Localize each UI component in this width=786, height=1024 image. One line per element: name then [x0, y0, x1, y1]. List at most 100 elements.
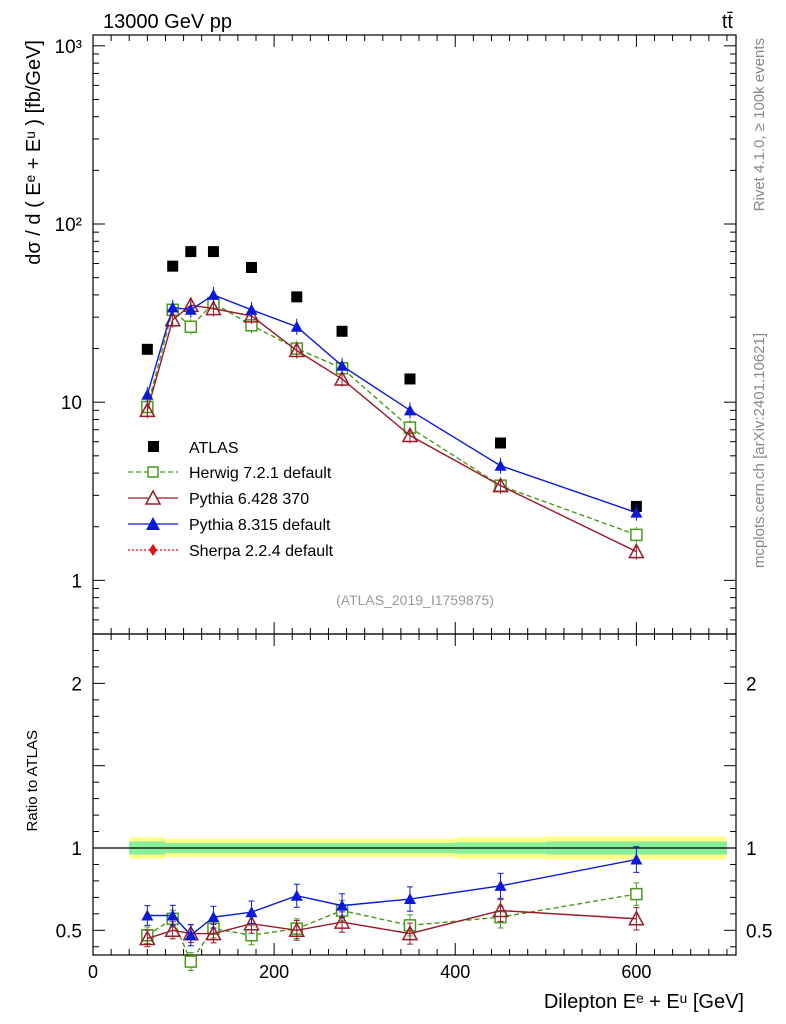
- main-series-layer: [139, 246, 645, 560]
- ratio-y-tick-label-right: 0.5: [746, 921, 772, 942]
- ratio-point-pythia8: [336, 899, 349, 911]
- ratio-point-pythia6: [401, 925, 419, 941]
- x-tick-label: 400: [440, 962, 470, 982]
- legend: ATLAS Herwig 7.2.1 default Pythia 6.428 …: [128, 440, 334, 560]
- rivet-label: Rivet 4.1.0, ≥ 100k events: [751, 38, 768, 211]
- main-point-pythia8: [184, 303, 197, 315]
- main-y-tick-label: 10²: [55, 215, 82, 236]
- main-point-pythia8: [630, 506, 643, 518]
- ratio-y-tick-label: 1: [71, 839, 82, 860]
- ratio-series-layer: [139, 846, 645, 971]
- ratio-point-pythia8: [184, 929, 197, 941]
- main-point-pythia6: [243, 307, 260, 323]
- main-y-axis-title: dσ / d ( Eᵉ + Eᵘ ) [fb/GeV]: [23, 40, 45, 265]
- ratio-line-herwig: [146, 893, 637, 964]
- main-point-atlas: [291, 291, 303, 303]
- legend-marker-sherpa: [149, 544, 157, 556]
- main-point-pythia8: [494, 459, 507, 471]
- main-point-pythia8: [207, 288, 220, 300]
- ratio-point-pythia8: [290, 889, 303, 901]
- ratio-point-pythia6: [139, 929, 156, 946]
- ratio-point-pythia6: [205, 925, 222, 941]
- main-line-herwig: [146, 302, 637, 536]
- ratio-y-tick-label-right: 1: [746, 839, 757, 860]
- ratio-point-pythia6: [492, 901, 509, 918]
- main-point-atlas: [495, 437, 507, 449]
- ratio-point-pythia8: [166, 909, 179, 921]
- ratio-uncertainty-band: [93, 836, 736, 860]
- ratio-plot-frame: [92, 633, 737, 956]
- legend-item-atlas: ATLAS: [148, 440, 239, 457]
- main-point-atlas: [167, 260, 179, 272]
- legend-marker-herwig: [147, 466, 159, 478]
- ratio-y-tick-label: 2: [71, 674, 82, 695]
- ratio-point-pythia8: [403, 893, 416, 905]
- main-point-herwig: [630, 528, 643, 542]
- header-energy: 13000 GeV pp: [103, 11, 232, 33]
- legend-marker-atlas: [148, 441, 159, 452]
- main-point-atlas: [404, 373, 416, 385]
- legend-label-pythia6: Pythia 6.428 370: [189, 491, 309, 508]
- main-point-pythia6: [288, 341, 306, 358]
- main-point-pythia6: [492, 477, 509, 493]
- mcplots-label: mcplots.cern.ch [arXiv:2401.10621]: [751, 333, 768, 568]
- main-point-pythia8: [290, 320, 303, 332]
- x-axis-title: Dilepton Eᵉ + Eᵘ [GeV]: [544, 991, 744, 1013]
- legend-label-pythia8: Pythia 8.315 default: [189, 517, 331, 534]
- legend-label-herwig: Herwig 7.2.1 default: [189, 465, 332, 482]
- legend-item-pythia8: Pythia 8.315 default: [128, 517, 331, 534]
- main-point-atlas: [245, 261, 257, 273]
- x-tick-label: 200: [259, 962, 289, 982]
- ratio-point-pythia8: [494, 879, 507, 891]
- tick-labels: 0 200 400 600 1 10 10² 10³ 0.5 0.5 1 1 2 2: [55, 37, 773, 982]
- main-point-pythia8: [141, 388, 154, 400]
- ratio-point-pythia8: [245, 906, 258, 918]
- main-point-herwig: [184, 320, 198, 334]
- main-y-tick-label: 10: [61, 393, 82, 414]
- analysis-id-label: (ATLAS_2019_I1759875): [336, 592, 494, 608]
- ratio-point-pythia6: [243, 915, 260, 931]
- ratio-y-axis-title: Ratio to ATLAS: [24, 730, 41, 831]
- main-point-pythia8: [403, 404, 416, 416]
- legend-marker-pythia8: [146, 517, 160, 530]
- main-point-atlas: [336, 325, 348, 337]
- legend-item-pythia6: Pythia 6.428 370: [128, 489, 309, 508]
- ratio-point-pythia6: [628, 910, 645, 926]
- x-tick-label: 0: [88, 962, 98, 982]
- legend-item-sherpa: Sherpa 2.2.4 default: [128, 543, 334, 560]
- main-point-pythia6: [333, 370, 351, 386]
- legend-item-herwig: Herwig 7.2.1 default: [128, 465, 332, 482]
- main-point-pythia8: [166, 301, 179, 313]
- main-point-pythia6: [628, 543, 645, 559]
- main-point-pythia6: [139, 401, 156, 418]
- main-y-tick-label: 1: [71, 571, 82, 592]
- main-point-pythia8: [336, 359, 349, 371]
- main-point-pythia6: [401, 426, 419, 443]
- ratio-point-herwig: [184, 955, 198, 968]
- ratio-point-pythia8: [141, 909, 154, 921]
- ratio-y-tick-label: 0.5: [56, 921, 82, 942]
- ratio-point-pythia8: [207, 911, 220, 923]
- legend-label-atlas: ATLAS: [189, 440, 239, 457]
- main-y-tick-label: 10³: [55, 37, 82, 58]
- ratio-line-pythia6: [147, 909, 637, 940]
- legend-label-sherpa: Sherpa 2.2.4 default: [189, 543, 334, 560]
- legend-marker-pythia6: [144, 489, 162, 505]
- main-point-pythia6: [205, 300, 222, 316]
- ratio-y-tick-label-right: 2: [746, 674, 757, 695]
- header-process: tt̄: [722, 11, 734, 33]
- ratio-line-pythia8: [147, 858, 637, 937]
- main-line-pythia8: [146, 294, 637, 514]
- ratio-point-pythia6: [164, 921, 181, 938]
- axis-ticks: [92, 35, 736, 955]
- ratio-point-herwig: [630, 887, 643, 901]
- ratio-point-pythia6: [288, 921, 306, 938]
- main-point-atlas: [185, 246, 197, 258]
- ratio-point-pythia6: [333, 913, 351, 929]
- main-point-pythia8: [245, 303, 258, 315]
- main-line-pythia6: [146, 304, 637, 553]
- ratio-point-pythia8: [630, 853, 643, 865]
- main-point-atlas: [207, 246, 219, 258]
- main-point-atlas: [141, 343, 153, 355]
